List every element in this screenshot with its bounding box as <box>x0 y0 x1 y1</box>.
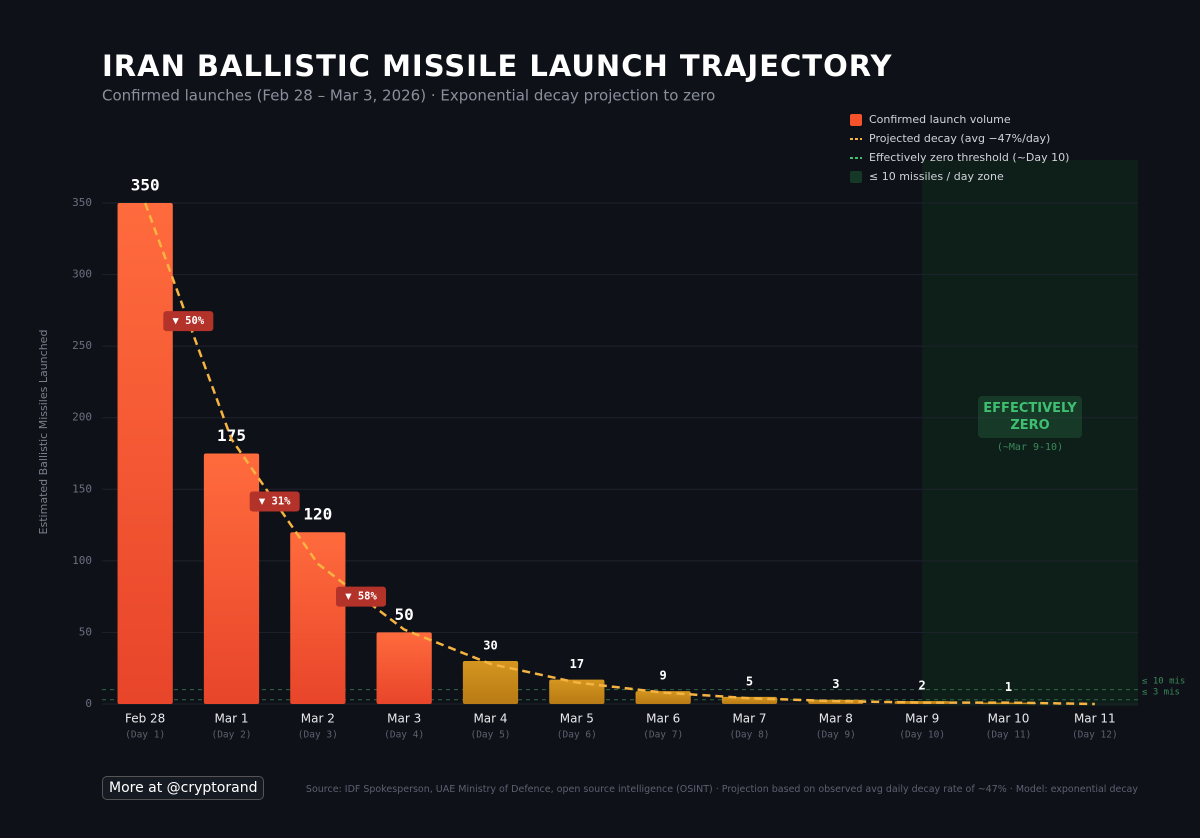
x-tick-label: Mar 1 <box>214 712 248 726</box>
legend-swatch <box>850 171 862 183</box>
value-label: 17 <box>570 657 584 671</box>
x-tick-label: Mar 8 <box>819 712 853 726</box>
y-tick-label: 150 <box>72 482 92 495</box>
source-note: Source: IDF Spokesperson, UAE Ministry o… <box>305 784 1138 795</box>
chart-subtitle: Confirmed launches (Feb 28 – Mar 3, 2026… <box>102 87 715 105</box>
y-tick-label: 300 <box>72 268 92 281</box>
value-label: 1 <box>1005 680 1012 694</box>
drop-label: ▼ 31% <box>259 495 291 507</box>
value-label: 120 <box>303 505 332 524</box>
drop-badge <box>336 586 386 607</box>
value-label: 350 <box>131 176 160 195</box>
value-label: 9 <box>660 669 667 683</box>
zero-zone <box>922 160 1138 706</box>
day-label: (Day 8) <box>729 730 769 741</box>
day-label: (Day 4) <box>384 730 424 741</box>
drop-badge <box>249 491 300 512</box>
bar <box>117 203 173 704</box>
x-tick-label: Feb 28 <box>125 712 165 726</box>
x-tick-label: Mar 11 <box>1074 712 1116 726</box>
x-tick-label: Mar 7 <box>732 712 766 726</box>
day-label: (Day 10) <box>899 730 945 741</box>
drop-badge <box>163 311 214 332</box>
bar <box>290 532 346 704</box>
value-label: 50 <box>395 605 414 624</box>
day-label: (Day 3) <box>298 730 338 741</box>
day-label: (Day 2) <box>211 730 251 741</box>
drop-label: ▼ 50% <box>173 315 205 327</box>
x-tick-label: Mar 5 <box>560 712 594 726</box>
legend-label: Confirmed launch volume <box>869 113 1011 126</box>
x-tick-label: Mar 6 <box>646 712 680 726</box>
x-tick-label: Mar 4 <box>473 712 507 726</box>
legend-label: Projected decay (avg −47%/day) <box>869 132 1050 145</box>
day-label: (Day 6) <box>557 730 597 741</box>
value-label: 30 <box>483 639 497 653</box>
day-label: (Day 12) <box>1072 730 1118 741</box>
x-tick-label: Mar 10 <box>988 712 1030 726</box>
value-label: 3 <box>832 677 839 691</box>
day-label: (Day 7) <box>643 730 683 741</box>
day-label: (Day 5) <box>470 730 510 741</box>
day-label: (Day 1) <box>125 730 165 741</box>
bar <box>462 661 519 704</box>
drop-label: ▼ 58% <box>345 591 377 603</box>
value-label: 175 <box>217 426 246 445</box>
bar <box>203 453 260 704</box>
x-tick-label: Mar 2 <box>301 712 335 726</box>
day-label: (Day 9) <box>816 730 856 741</box>
y-axis-label: Estimated Ballistic Missiles Launched <box>37 330 50 535</box>
y-tick-label: 100 <box>72 554 92 567</box>
bar <box>721 696 778 704</box>
chart-title: IRAN BALLISTIC MISSILE LAUNCH TRAJECTORY <box>102 49 892 83</box>
x-tick-label: Mar 3 <box>387 712 421 726</box>
decay-line <box>143 202 1095 706</box>
zone-sublabel: (~Mar 9-10) <box>996 442 1064 453</box>
threshold-label: ≤ 10 mis <box>1142 677 1185 687</box>
bar <box>376 632 432 704</box>
value-label: 5 <box>746 674 753 688</box>
zone-label: EFFECTIVELY ZERO <box>978 396 1082 438</box>
y-tick-label: 50 <box>79 625 92 638</box>
y-tick-label: 200 <box>72 411 92 424</box>
legend-label: Effectively zero threshold (~Day 10) <box>869 151 1069 164</box>
legend-swatch <box>850 114 862 126</box>
legend-label: ≤ 10 missiles / day zone <box>869 170 1004 183</box>
day-label: (Day 11) <box>986 730 1032 741</box>
threshold-label: ≤ 3 mis <box>1142 688 1180 698</box>
bar <box>894 701 950 704</box>
value-label: 2 <box>919 679 926 693</box>
y-tick-label: 250 <box>72 339 92 352</box>
y-tick-label: 350 <box>72 196 92 209</box>
y-tick-label: 0 <box>85 697 92 710</box>
more-link[interactable]: More at @cryptorand <box>102 776 265 800</box>
x-tick-label: Mar 9 <box>905 712 939 726</box>
bar <box>549 679 605 704</box>
